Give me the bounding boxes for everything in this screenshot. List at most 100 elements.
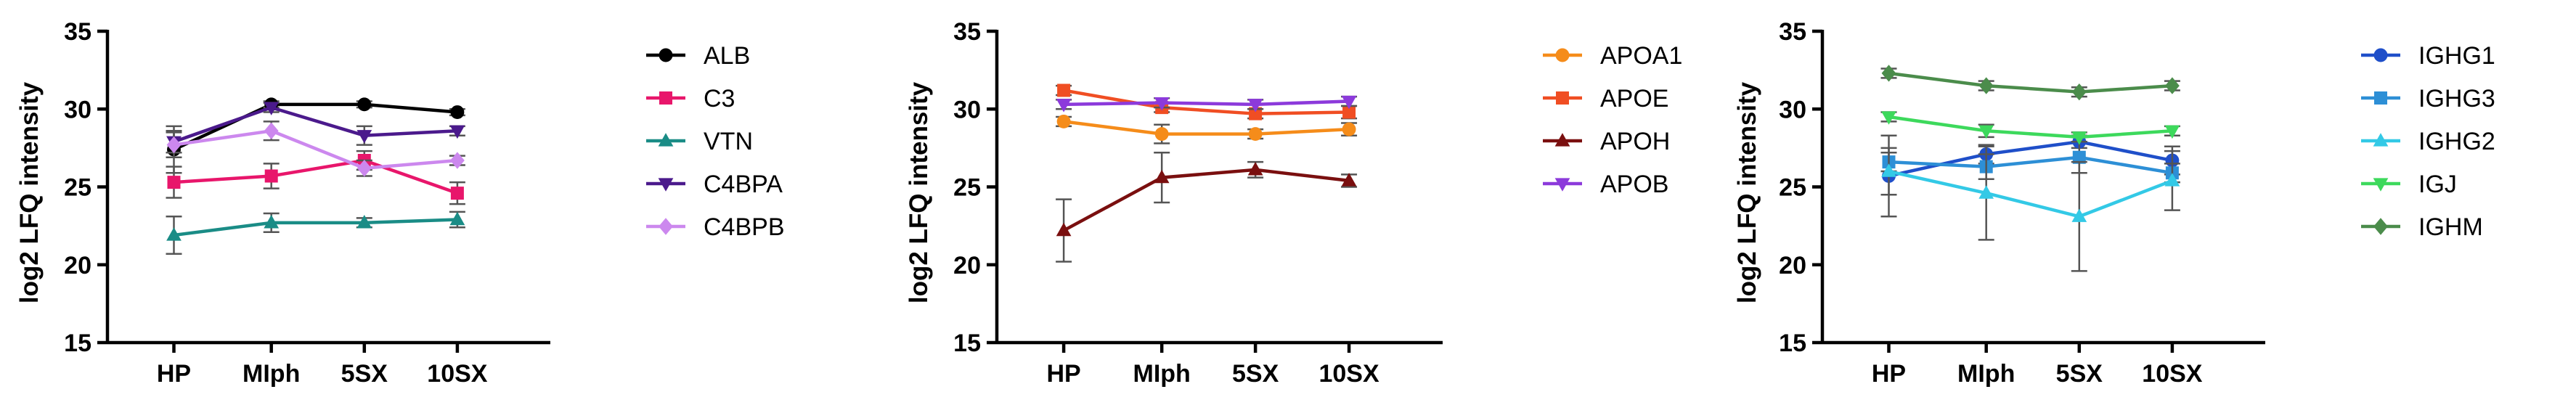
legend-item-IGHG1: IGHG1 xyxy=(2361,42,2495,70)
data-point xyxy=(1881,65,1896,82)
legend-item-C4BPA: C4BPA xyxy=(646,171,783,198)
series-line xyxy=(1064,99,1350,107)
legend-label: APOH xyxy=(1600,128,1670,155)
y-tick-label: 15 xyxy=(953,330,981,357)
panel-1: 15 20 25 30 35 HP MIph 5SX 10SX log2 LFQ intensit… xyxy=(15,18,785,388)
series-IGHM xyxy=(1880,65,2180,101)
legend-marker xyxy=(2373,48,2388,62)
legend-label: APOA1 xyxy=(1600,42,1682,70)
y-tick-label: 35 xyxy=(64,18,91,46)
data-point xyxy=(356,215,372,229)
legend-item-ALB: ALB xyxy=(646,42,750,70)
data-point xyxy=(449,125,465,139)
y-tick-label: 20 xyxy=(64,252,91,279)
legend-marker xyxy=(2374,91,2387,105)
x-tick-label: 10SX xyxy=(427,360,487,388)
series-line xyxy=(1888,115,2173,139)
data-point xyxy=(2165,77,2180,94)
legend-marker xyxy=(658,133,674,147)
series-C3 xyxy=(166,150,465,205)
legend-marker xyxy=(658,178,674,192)
data-point xyxy=(1056,222,1072,237)
series-VTN xyxy=(166,210,465,255)
data-point xyxy=(167,176,181,189)
data-point xyxy=(1978,185,1994,199)
data-point xyxy=(1154,169,1170,184)
data-point xyxy=(1056,99,1072,113)
data-point xyxy=(356,160,372,177)
x-tick-label: MIph xyxy=(1957,360,2015,388)
data-point xyxy=(2164,173,2180,187)
legend-label: APOE xyxy=(1600,85,1668,113)
legend-marker xyxy=(1556,91,1569,105)
data-point xyxy=(450,187,464,200)
data-point xyxy=(1341,173,1357,187)
legend-item-IGHG2: IGHG2 xyxy=(2361,128,2495,155)
data-point xyxy=(1249,107,1263,120)
series-line xyxy=(174,218,457,237)
series-line xyxy=(1888,71,2173,94)
legend-item-C3: C3 xyxy=(646,85,735,113)
legend-label: IGHG2 xyxy=(2418,128,2495,155)
legend-marker xyxy=(1554,178,1570,192)
series-line xyxy=(173,102,458,152)
x-tick-label: 5SX xyxy=(1232,360,1279,388)
data-point xyxy=(2072,150,2086,164)
series-C4BPB xyxy=(166,120,465,177)
legend-label: VTN xyxy=(704,128,753,155)
series-line xyxy=(1888,140,2173,178)
data-point xyxy=(1154,97,1170,111)
data-point xyxy=(2071,131,2087,145)
x-tick-label: 10SX xyxy=(1318,360,1379,388)
y-axis-title: log2 LFQ intensity xyxy=(15,81,44,303)
data-point xyxy=(1154,127,1169,142)
series-line xyxy=(1063,89,1350,115)
series-line xyxy=(1888,155,2173,175)
data-point xyxy=(450,152,465,169)
data-point xyxy=(166,136,182,154)
y-tick-label: 30 xyxy=(64,96,91,123)
data-point xyxy=(1247,162,1263,176)
data-point xyxy=(1342,122,1356,136)
y-tick-label: 30 xyxy=(953,96,981,123)
legend-item-APOE: APOE xyxy=(1543,85,1668,113)
y-tick-label: 15 xyxy=(64,330,91,357)
series-line xyxy=(174,158,458,195)
legend-marker xyxy=(659,48,673,62)
legend-item-IGHG3: IGHG3 xyxy=(2361,85,2495,113)
data-point xyxy=(1881,163,1896,177)
data-point xyxy=(1056,114,1071,128)
x-tick-label: 10SX xyxy=(2142,360,2202,388)
legend-label: IGHG1 xyxy=(2418,42,2495,70)
data-point xyxy=(264,169,278,183)
data-point xyxy=(1978,125,1994,139)
data-point xyxy=(1881,111,1896,125)
legend-marker xyxy=(2373,178,2389,192)
y-tick-label: 20 xyxy=(953,252,981,279)
data-point xyxy=(1978,77,1994,94)
data-point xyxy=(357,97,372,112)
legend-label: C3 xyxy=(704,85,735,113)
series-APOA1 xyxy=(1056,114,1358,144)
data-point xyxy=(264,215,280,229)
legend-item-IGJ: IGJ xyxy=(2361,171,2457,198)
data-point xyxy=(1247,99,1263,113)
legend-marker xyxy=(659,218,673,235)
y-tick-label: 30 xyxy=(1779,96,1806,123)
x-tick-label: MIph xyxy=(1133,360,1191,388)
series-line xyxy=(1063,120,1350,136)
legend-marker xyxy=(659,91,672,105)
x-tick-label: 5SX xyxy=(341,360,388,388)
legend-item-APOB: APOB xyxy=(1543,171,1668,198)
y-tick-label: 25 xyxy=(953,174,981,202)
x-tick-label: HP xyxy=(1872,360,1906,388)
data-point xyxy=(1248,127,1263,142)
x-tick-label: 5SX xyxy=(2056,360,2103,388)
legend-marker xyxy=(2373,218,2388,235)
panel-2: 15 20 25 30 35 HP MIph 5SX 10SX log2 LFQ intensit… xyxy=(905,18,1682,388)
data-point xyxy=(2071,83,2087,101)
y-tick-label: 35 xyxy=(1779,18,1806,46)
data-point xyxy=(450,105,465,119)
